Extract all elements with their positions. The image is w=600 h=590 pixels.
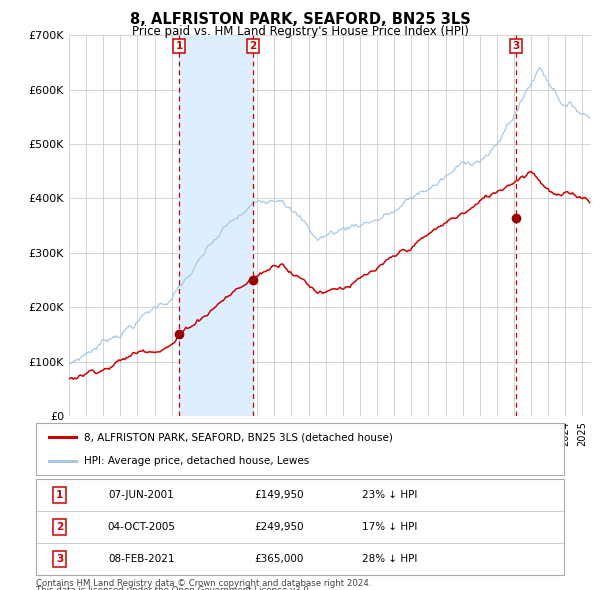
Text: 1: 1 <box>176 41 183 51</box>
Text: Price paid vs. HM Land Registry's House Price Index (HPI): Price paid vs. HM Land Registry's House … <box>131 25 469 38</box>
Text: £149,950: £149,950 <box>254 490 304 500</box>
Text: 8, ALFRISTON PARK, SEAFORD, BN25 3LS: 8, ALFRISTON PARK, SEAFORD, BN25 3LS <box>130 12 470 27</box>
Text: This data is licensed under the Open Government Licence v3.0.: This data is licensed under the Open Gov… <box>36 586 311 590</box>
Text: 08-FEB-2021: 08-FEB-2021 <box>109 554 175 564</box>
Text: 28% ↓ HPI: 28% ↓ HPI <box>362 554 418 564</box>
Bar <box>179 35 253 416</box>
Text: 8, ALFRISTON PARK, SEAFORD, BN25 3LS (detached house): 8, ALFRISTON PARK, SEAFORD, BN25 3LS (de… <box>83 432 392 442</box>
Text: 07-JUN-2001: 07-JUN-2001 <box>109 490 175 500</box>
Text: 3: 3 <box>56 554 64 564</box>
Text: £249,950: £249,950 <box>254 522 304 532</box>
Text: 17% ↓ HPI: 17% ↓ HPI <box>362 522 418 532</box>
Text: £365,000: £365,000 <box>254 554 304 564</box>
Text: 3: 3 <box>512 41 520 51</box>
Text: HPI: Average price, detached house, Lewes: HPI: Average price, detached house, Lewe… <box>83 456 309 466</box>
Text: 23% ↓ HPI: 23% ↓ HPI <box>362 490 418 500</box>
Text: Contains HM Land Registry data © Crown copyright and database right 2024.: Contains HM Land Registry data © Crown c… <box>36 579 371 588</box>
Text: 04-OCT-2005: 04-OCT-2005 <box>107 522 176 532</box>
Text: 2: 2 <box>56 522 64 532</box>
Text: 1: 1 <box>56 490 64 500</box>
Text: 2: 2 <box>250 41 257 51</box>
